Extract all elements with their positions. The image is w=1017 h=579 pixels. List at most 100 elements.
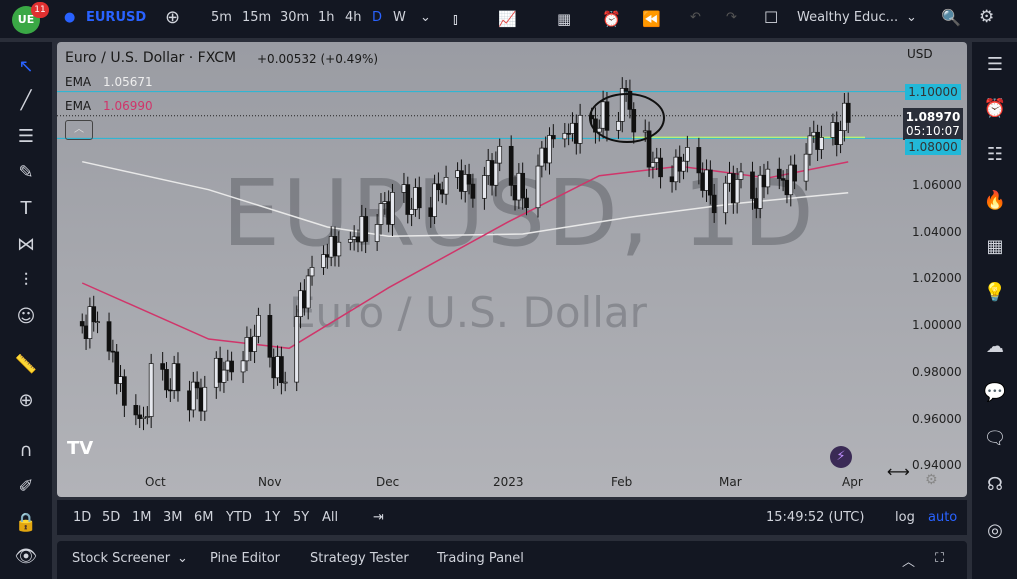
undo-icon[interactable]: ↶ xyxy=(690,10,701,25)
interval-w[interactable]: W xyxy=(393,10,406,25)
range-3m[interactable]: 3M xyxy=(163,510,183,525)
axis-settings-icon[interactable]: ⚙ xyxy=(925,472,938,488)
magnet-icon[interactable]: ∩ xyxy=(19,440,33,461)
pattern-icon[interactable]: ⋈ xyxy=(17,234,35,255)
alert-icon[interactable]: ⏰ xyxy=(602,10,621,28)
candle-body xyxy=(386,201,391,225)
interval-d[interactable]: D xyxy=(372,10,383,25)
search-icon[interactable]: 🔍 xyxy=(941,8,961,27)
chart-pane[interactable]: EURUSD, 1D Euro / U.S. Dollar Euro / U.S… xyxy=(57,42,967,497)
interval-1h[interactable]: 1h xyxy=(318,10,335,25)
candle-body xyxy=(122,376,127,406)
text-icon[interactable]: T xyxy=(20,198,32,219)
interval-4h[interactable]: 4h xyxy=(345,10,362,25)
replay-icon[interactable]: ⏪ xyxy=(642,10,661,28)
candle-body xyxy=(704,169,709,191)
tab-trading-panel[interactable]: Trading Panel xyxy=(437,551,524,566)
candle-body xyxy=(811,131,817,137)
interval-5m[interactable]: 5m xyxy=(211,10,232,25)
candle-body xyxy=(267,315,273,358)
range-1y[interactable]: 1Y xyxy=(264,510,281,525)
candle-body xyxy=(654,157,660,163)
lock-drawings-icon[interactable]: ✐ xyxy=(18,476,34,497)
candle-body xyxy=(194,381,200,389)
messages-icon[interactable]: 🗨 xyxy=(983,428,1007,449)
drawing-toolbar: ↖ ╱ ☰ ✎ T ⋈ ⫶ ☺ 📏 ⊕ ∩ ✐ 🔒 👁 xyxy=(0,42,52,579)
candle-body xyxy=(217,357,223,383)
range-all[interactable]: All xyxy=(322,510,339,525)
chevron-down-icon[interactable]: ⌄ xyxy=(906,10,917,25)
date-range-icon[interactable]: ⇥ xyxy=(373,510,384,525)
broadcast-icon[interactable]: ◎ xyxy=(987,520,1003,541)
candle-body xyxy=(673,156,679,183)
candle-body xyxy=(707,169,713,196)
streams-icon[interactable]: ☁ xyxy=(986,336,1004,357)
candle-body xyxy=(834,122,840,145)
clock[interactable]: 15:49:52 (UTC) xyxy=(766,510,865,525)
range-5y[interactable]: 5Y xyxy=(293,510,310,525)
tab-strategy-tester[interactable]: Strategy Tester xyxy=(310,551,409,566)
tradingview-logo[interactable]: TV xyxy=(67,438,94,459)
chat-icon[interactable]: 💬 xyxy=(983,382,1007,403)
fullscreen-box-icon[interactable]: ☐ xyxy=(764,8,779,27)
object-tree-icon[interactable]: ☷ xyxy=(986,144,1004,165)
ruler-icon[interactable]: 📏 xyxy=(14,354,38,375)
collapse-legend-button[interactable]: ︿ xyxy=(65,120,93,140)
currency-select[interactable]: USD xyxy=(907,47,933,61)
indicators-icon[interactable]: 📈 xyxy=(498,10,517,28)
ideas-bulb-icon[interactable]: 💡 xyxy=(983,282,1007,303)
candle-body xyxy=(118,376,123,384)
auto-toggle[interactable]: auto xyxy=(928,510,958,525)
time-tick: Dec xyxy=(376,475,400,489)
range-1m[interactable]: 1M xyxy=(132,510,152,525)
time-tick: Oct xyxy=(145,475,166,489)
hotlist-fire-icon[interactable]: 🔥 xyxy=(983,190,1007,211)
tab-pine-editor[interactable]: Pine Editor xyxy=(210,551,281,566)
range-ytd[interactable]: YTD xyxy=(226,510,252,525)
interval-30m[interactable]: 30m xyxy=(280,10,310,25)
interval-15m[interactable]: 15m xyxy=(242,10,272,25)
range-1d[interactable]: 1D xyxy=(73,510,92,525)
help-icon[interactable]: ☊ xyxy=(987,474,1003,495)
candle-body xyxy=(336,241,342,257)
log-toggle[interactable]: log xyxy=(895,510,915,525)
ema-slow-value: 1.05671 xyxy=(103,75,153,89)
cursor-icon[interactable]: ↖ xyxy=(18,56,34,77)
chevron-up-icon[interactable]: ︿ xyxy=(902,555,916,570)
redo-icon[interactable]: ↷ xyxy=(726,10,737,25)
candle-body xyxy=(842,102,847,131)
zoom-icon[interactable]: ⊕ xyxy=(18,390,34,411)
symbol-search[interactable]: EURUSD xyxy=(86,10,147,25)
candle-body xyxy=(401,184,407,193)
range-6m[interactable]: 6M xyxy=(194,510,214,525)
chevron-down-icon[interactable]: ⌄ xyxy=(177,551,188,566)
lock-icon[interactable]: 🔒 xyxy=(14,512,38,533)
chevron-down-icon[interactable]: ⌄ xyxy=(420,10,431,25)
candles-icon[interactable]: ⫾ xyxy=(453,10,458,28)
candle-body xyxy=(294,316,300,383)
alarm-icon[interactable]: ⏰ xyxy=(983,98,1007,119)
candle-body xyxy=(623,88,629,92)
calendar-icon[interactable]: ▦ xyxy=(986,236,1004,257)
ema-fast-line xyxy=(81,161,849,350)
templates-icon[interactable]: ▦ xyxy=(557,10,572,28)
range-5d[interactable]: 5D xyxy=(102,510,121,525)
layout-name[interactable]: Wealthy Educ... xyxy=(797,10,899,25)
candle-body xyxy=(271,356,277,379)
candle-body xyxy=(646,130,652,168)
compare-plus-icon[interactable]: ⊕ xyxy=(165,7,181,28)
candle-body xyxy=(198,387,204,412)
watchlist-icon[interactable]: ☰ xyxy=(986,54,1004,75)
emoji-icon[interactable]: ☺ xyxy=(16,306,36,327)
tab-stock-screener[interactable]: Stock Screener xyxy=(72,551,171,566)
trendline-icon[interactable]: ╱ xyxy=(20,90,32,111)
gear-icon[interactable]: ⚙ xyxy=(979,7,995,27)
prediction-icon[interactable]: ⫶ xyxy=(23,270,29,291)
fib-icon[interactable]: ☰ xyxy=(17,126,35,147)
lightning-icon[interactable]: ⚡ xyxy=(830,446,852,468)
maximize-icon[interactable]: ⛶ xyxy=(935,551,945,566)
eye-icon[interactable]: 👁 xyxy=(14,546,38,567)
candle-body xyxy=(685,147,690,162)
brush-icon[interactable]: ✎ xyxy=(18,162,34,183)
candle-body xyxy=(363,216,368,242)
